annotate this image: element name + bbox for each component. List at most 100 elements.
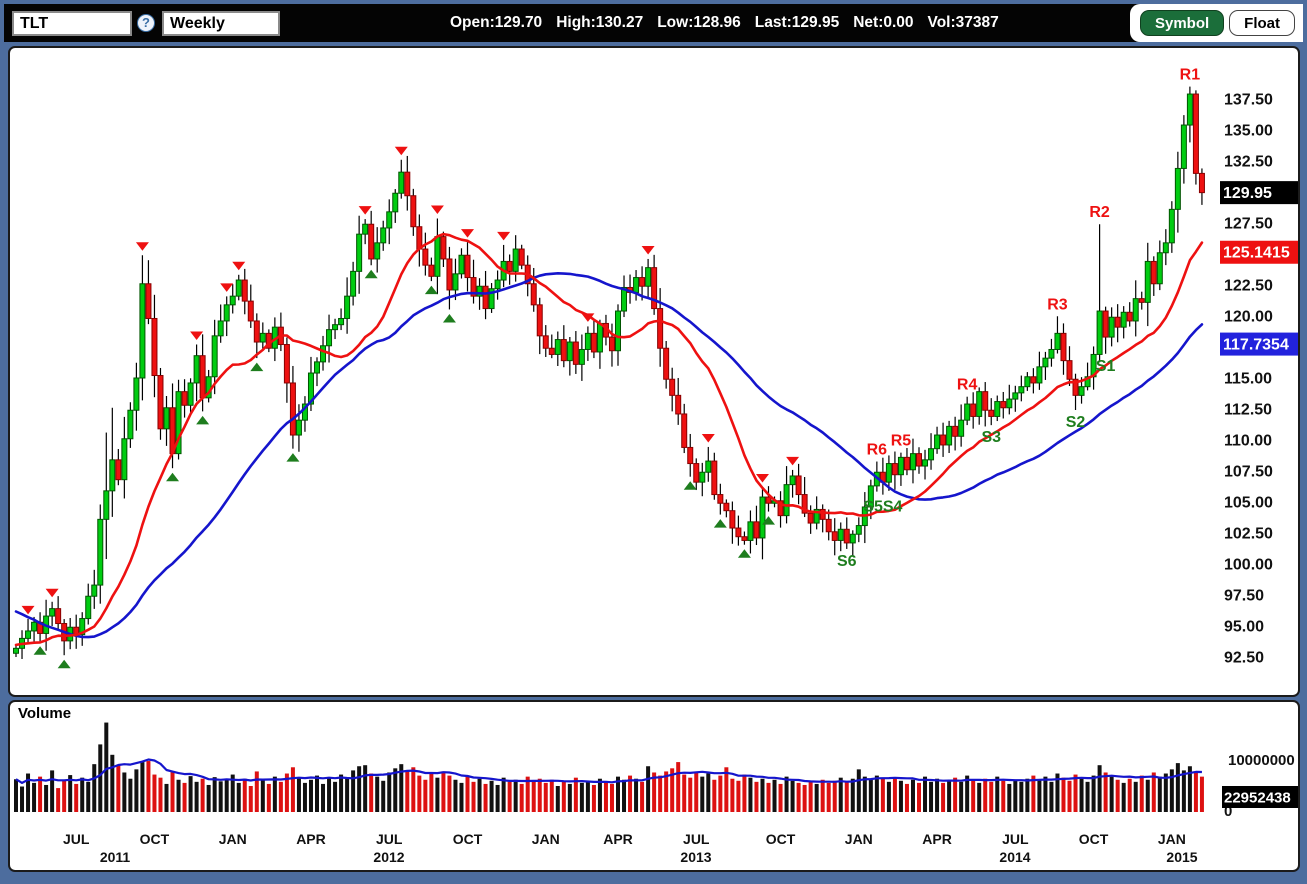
volume-bar [26,773,31,812]
volume-bar [880,778,885,812]
volume-bar [357,766,362,812]
volume-bar [1139,775,1144,812]
volume-bar [110,754,115,812]
volume-bar [724,767,729,812]
volume-bar [1103,772,1108,812]
candle-body [849,533,856,544]
volume-bar [1055,773,1060,812]
candle-body [578,348,585,365]
candle-body [1150,260,1157,285]
candle-body [639,277,646,287]
volume-bar [272,776,277,812]
volume-bar [381,780,386,812]
volume-bar [941,782,946,812]
candle-body [711,460,718,496]
quote-field-high: High:130.27 [556,14,644,31]
quote-field-low: Low:128.96 [657,14,741,31]
volume-bar [910,779,915,812]
volume-bar [453,779,458,812]
pivot-label-s2: S2 [1066,414,1086,431]
candle-body [693,463,700,483]
volume-bar [152,774,157,812]
candle-body [783,484,790,517]
symbol-input[interactable] [12,11,132,36]
candle-body [1096,310,1103,355]
buy-signal-icon [737,549,751,558]
year-label: 2014 [999,849,1030,865]
sell-signal-icon [232,261,246,271]
candle-body [446,258,453,291]
volume-bar [122,772,127,812]
candle-body [482,285,489,310]
year-label: 2012 [373,849,404,865]
sell-signal-icon [358,206,372,215]
candle-body [157,375,164,430]
volume-bar [682,774,687,812]
volume-bar [56,788,61,812]
month-label: APR [603,831,633,847]
candle-body [596,322,603,353]
candle-body [813,508,820,524]
candle-body [687,446,694,465]
candle-body [934,434,941,450]
red-ma-tag-label: 125.1415 [1223,245,1290,262]
candle-body [759,496,766,539]
candle-body [542,335,549,349]
price-tick-label: 120.00 [1224,309,1273,326]
volume-bar [405,771,410,812]
candle-body [518,248,525,266]
candle-body [295,419,302,436]
volume-bar [296,777,301,812]
candle-body [368,223,375,260]
float-scale-button[interactable]: Float [1229,10,1295,36]
timeframe-input[interactable] [162,11,280,36]
volume-bar [1109,776,1114,812]
candle-body [289,382,296,436]
volume-bar [507,781,512,812]
candle-body [741,536,748,541]
volume-bar [634,778,639,812]
sell-signal-icon [581,313,595,322]
volume-bar [995,776,1000,812]
volume-bar [856,769,861,812]
volume-bar [748,777,753,812]
volume-bar [868,779,873,812]
candle-body [139,283,146,379]
volume-bar [742,774,747,812]
month-label: JAN [219,831,247,847]
volume-zero-tick-label: 0 [1224,803,1232,820]
candle-body [145,283,152,319]
candle-body [663,347,670,380]
volume-bar [676,762,681,812]
volume-bar [567,783,572,812]
volume-bar [730,778,735,812]
volume-ma-line [15,758,1202,785]
symbol-scale-button[interactable]: Symbol [1139,10,1225,36]
candle-body [916,453,922,467]
candle-body [903,456,910,471]
candle-body [512,248,519,272]
signals-layer [21,146,800,669]
help-icon[interactable]: ? [137,14,155,32]
candle-body [909,453,916,471]
sell-signal-icon [45,588,59,598]
candle-body [855,525,862,535]
price-tick-label: 92.50 [1224,650,1264,667]
year-label: 2011 [100,849,131,865]
volume-bar [266,783,271,812]
candle-body [681,413,688,448]
volume-bar [784,776,789,812]
pivot-label-r6: R6 [867,442,888,459]
volume-bar [248,786,253,812]
price-tick-label: 112.50 [1224,402,1272,419]
month-label: JUL [683,831,710,847]
volume-bar [417,775,422,812]
volume-bar [86,781,91,812]
volume-bar [375,776,380,812]
candle-body [1168,208,1175,244]
volume-bar [1193,771,1198,812]
candle-body [1180,124,1187,169]
